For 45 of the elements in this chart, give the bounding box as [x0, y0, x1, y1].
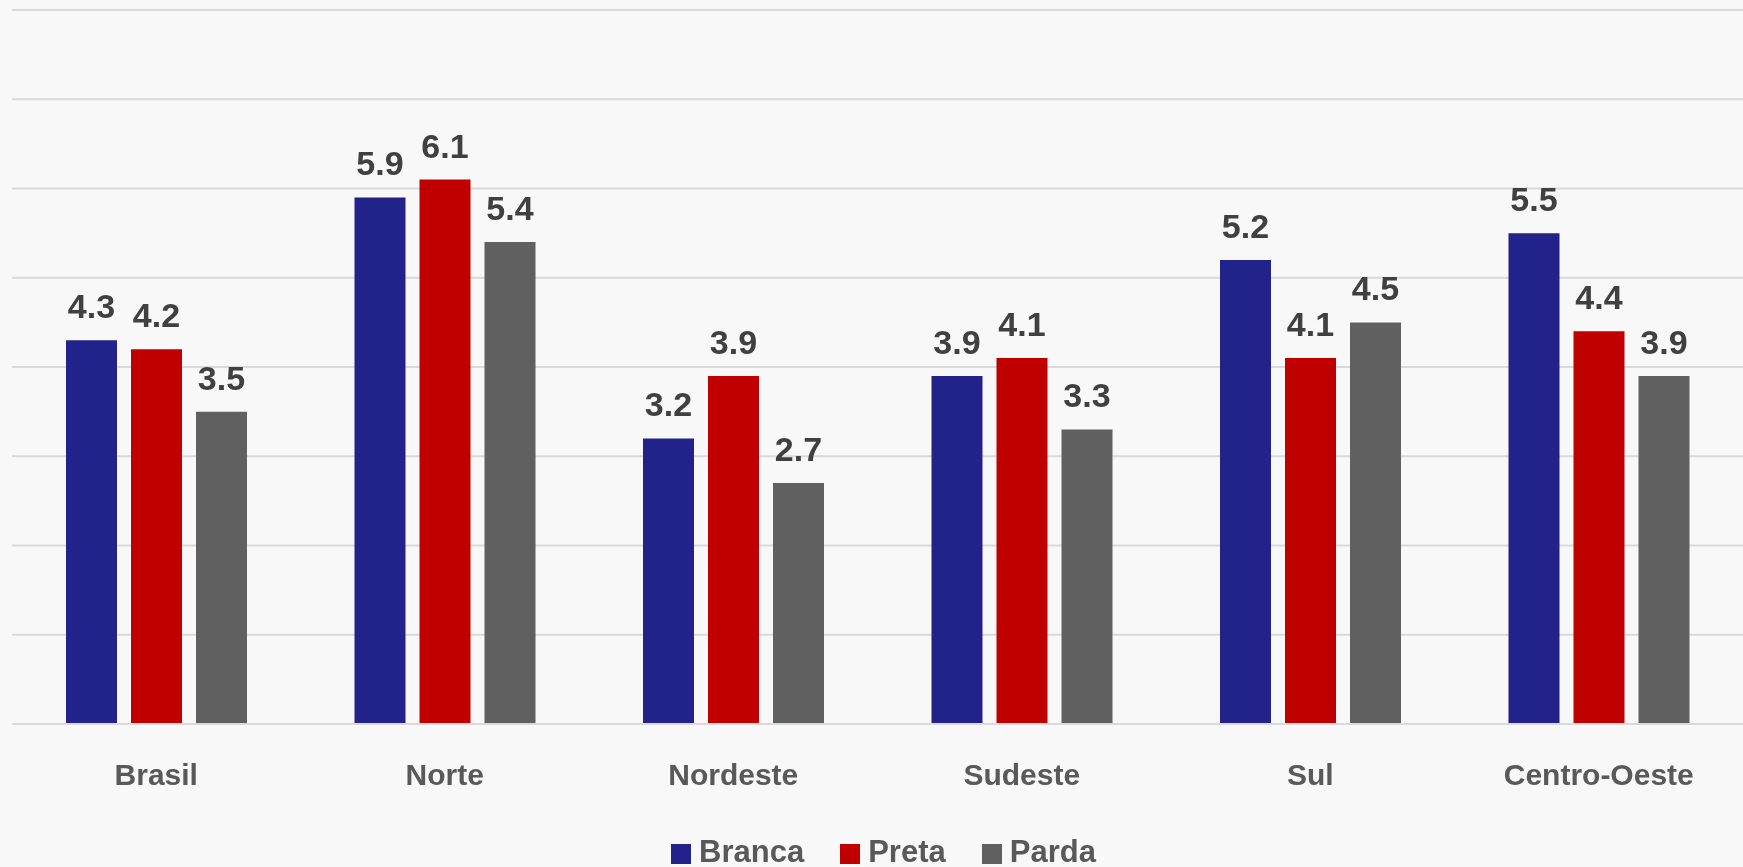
bar	[773, 483, 824, 724]
data-label: 2.7	[774, 430, 823, 469]
x-tick-label: Brasil	[114, 758, 198, 792]
data-label: 3.9	[933, 322, 981, 361]
bar	[1573, 331, 1625, 724]
bar	[419, 179, 471, 724]
data-label: 4.3	[67, 287, 116, 326]
data-label: 3.9	[1640, 322, 1688, 361]
bar	[996, 358, 1048, 724]
bar	[484, 242, 536, 724]
bar	[1508, 233, 1560, 724]
x-tick-label: Norte	[405, 758, 484, 792]
bar	[1638, 375, 1690, 724]
data-label: 3.3	[1063, 376, 1111, 415]
bar	[931, 375, 983, 724]
bar	[1350, 322, 1401, 724]
data-label: 6.1	[421, 126, 469, 165]
bar	[1220, 259, 1271, 724]
data-label: 3.5	[197, 358, 246, 397]
data-label: 5.2	[1221, 206, 1270, 245]
bar	[131, 349, 182, 724]
data-label: 4.5	[1351, 269, 1400, 308]
data-label: 5.9	[356, 144, 404, 183]
bar	[354, 197, 406, 724]
bar	[643, 438, 694, 724]
bar	[66, 340, 117, 724]
x-tick-label: Centro-Oeste	[1503, 758, 1694, 792]
legend-label: Parda	[1009, 834, 1096, 867]
data-label: 3.2	[644, 385, 693, 424]
data-label: 3.9	[709, 322, 758, 361]
x-tick-label: Sudeste	[963, 758, 1081, 792]
data-label: 5.4	[486, 189, 534, 228]
legend-label: Preta	[868, 834, 946, 867]
bar	[1285, 358, 1336, 724]
bar	[196, 411, 247, 724]
x-tick-label: Nordeste	[668, 758, 799, 792]
legend-label: Branca	[699, 834, 805, 867]
bar	[1061, 429, 1113, 724]
x-tick-label: Sul	[1286, 758, 1334, 792]
bar	[708, 375, 759, 724]
data-label: 4.2	[132, 296, 181, 335]
data-label: 4.4	[1575, 278, 1623, 317]
data-label: 5.5	[1510, 180, 1558, 219]
data-label: 4.1	[998, 305, 1046, 344]
data-label: 4.1	[1286, 305, 1335, 344]
